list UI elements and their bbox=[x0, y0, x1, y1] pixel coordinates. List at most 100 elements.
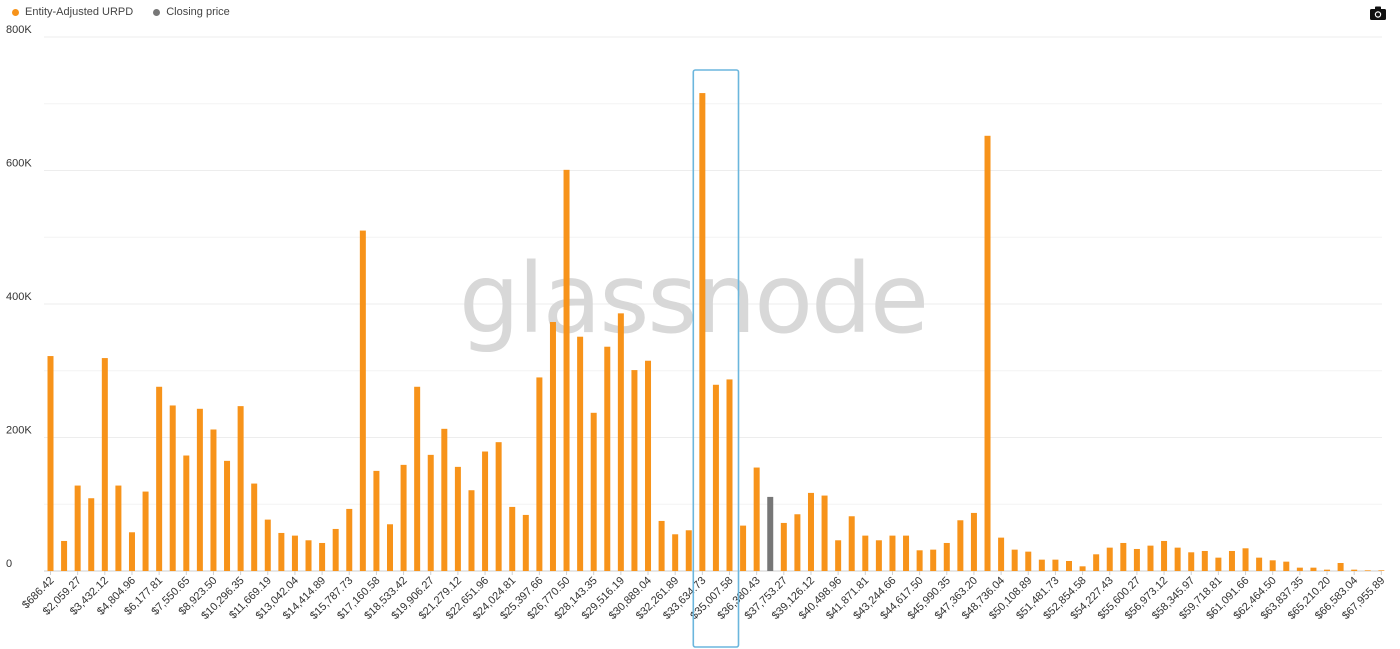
bar-urpd[interactable] bbox=[1161, 540, 1168, 571]
bar-urpd[interactable] bbox=[1079, 566, 1086, 571]
bar-urpd[interactable] bbox=[237, 406, 244, 571]
bar-urpd[interactable] bbox=[156, 386, 163, 571]
bar-urpd[interactable] bbox=[1283, 561, 1290, 571]
bar-urpd[interactable] bbox=[346, 508, 353, 571]
bar-urpd[interactable] bbox=[685, 530, 692, 571]
bar-urpd[interactable] bbox=[210, 429, 217, 571]
bar-urpd[interactable] bbox=[291, 535, 298, 571]
bar-urpd[interactable] bbox=[740, 525, 747, 571]
bar-urpd[interactable] bbox=[264, 519, 271, 571]
bar-urpd[interactable] bbox=[984, 135, 991, 572]
legend-item-urpd[interactable]: Entity-Adjusted URPD bbox=[12, 6, 133, 18]
bar-urpd[interactable] bbox=[631, 370, 638, 571]
bar-urpd[interactable] bbox=[1052, 559, 1059, 571]
bar-urpd[interactable] bbox=[1242, 548, 1249, 571]
bar-urpd[interactable] bbox=[658, 520, 665, 571]
bar-urpd[interactable] bbox=[115, 485, 122, 571]
bar-urpd[interactable] bbox=[712, 384, 719, 571]
bar-urpd[interactable] bbox=[142, 491, 149, 571]
bar-urpd[interactable] bbox=[400, 464, 407, 571]
bar-urpd[interactable] bbox=[1147, 545, 1154, 571]
bar-urpd[interactable] bbox=[47, 356, 54, 571]
bar-urpd[interactable] bbox=[549, 322, 556, 571]
bar-urpd[interactable] bbox=[454, 466, 461, 571]
bar-urpd[interactable] bbox=[332, 528, 339, 571]
bar-urpd[interactable] bbox=[1256, 557, 1263, 571]
bar-urpd[interactable] bbox=[970, 512, 977, 571]
bar-urpd[interactable] bbox=[196, 408, 203, 571]
bar-urpd[interactable] bbox=[916, 550, 923, 571]
bar-urpd[interactable] bbox=[101, 358, 108, 571]
bar-closing-price[interactable] bbox=[767, 496, 774, 571]
bar-urpd[interactable] bbox=[753, 467, 760, 571]
bar-urpd[interactable] bbox=[1337, 562, 1344, 571]
bar-urpd[interactable] bbox=[1120, 542, 1127, 571]
bar-urpd[interactable] bbox=[943, 542, 950, 571]
bar-urpd[interactable] bbox=[1133, 548, 1140, 571]
bar-urpd[interactable] bbox=[251, 483, 258, 571]
bar-urpd[interactable] bbox=[414, 386, 421, 571]
bar-urpd[interactable] bbox=[387, 524, 393, 571]
bar-urpd[interactable] bbox=[1106, 547, 1113, 571]
bar-urpd[interactable] bbox=[563, 169, 570, 571]
bar-urpd[interactable] bbox=[359, 230, 366, 571]
bar-urpd[interactable] bbox=[590, 412, 597, 571]
bar-urpd[interactable] bbox=[1310, 567, 1317, 571]
bar-urpd[interactable] bbox=[427, 454, 434, 571]
bar-urpd[interactable] bbox=[441, 428, 448, 571]
bar-urpd[interactable] bbox=[224, 460, 231, 571]
bar-urpd[interactable] bbox=[278, 532, 285, 571]
bar-urpd[interactable] bbox=[305, 540, 312, 571]
camera-icon[interactable] bbox=[1370, 6, 1386, 20]
bar-urpd[interactable] bbox=[61, 540, 68, 571]
bar-urpd[interactable] bbox=[509, 506, 516, 571]
bar-urpd[interactable] bbox=[726, 379, 733, 571]
bar-urpd[interactable] bbox=[699, 93, 706, 571]
bar-urpd[interactable] bbox=[1364, 570, 1371, 571]
bar-urpd[interactable] bbox=[74, 485, 81, 571]
bar-urpd[interactable] bbox=[1228, 550, 1235, 571]
bar-urpd[interactable] bbox=[604, 346, 611, 571]
bar-urpd[interactable] bbox=[957, 520, 964, 571]
bar-urpd[interactable] bbox=[468, 490, 475, 571]
bar-urpd[interactable] bbox=[373, 470, 380, 572]
bar-urpd[interactable] bbox=[495, 442, 502, 571]
bar-urpd[interactable] bbox=[1188, 552, 1195, 571]
bar-urpd[interactable] bbox=[1201, 550, 1208, 571]
bar-urpd[interactable] bbox=[1011, 549, 1018, 571]
bar-urpd[interactable] bbox=[794, 514, 801, 571]
bar-urpd[interactable] bbox=[862, 535, 869, 571]
bar-urpd[interactable] bbox=[645, 360, 652, 571]
bar-urpd[interactable] bbox=[1215, 557, 1222, 571]
legend-item-closing-price[interactable]: Closing price bbox=[153, 6, 230, 18]
bar-urpd[interactable] bbox=[128, 532, 135, 571]
bar-urpd[interactable] bbox=[930, 549, 937, 571]
bar-urpd[interactable] bbox=[1093, 554, 1100, 571]
bar-urpd[interactable] bbox=[1296, 567, 1303, 571]
bar-urpd[interactable] bbox=[1269, 560, 1276, 571]
bar-urpd[interactable] bbox=[672, 534, 679, 571]
bar-urpd[interactable] bbox=[522, 514, 529, 571]
bar-urpd[interactable] bbox=[848, 516, 855, 571]
bar-urpd[interactable] bbox=[1324, 569, 1331, 571]
bar-urpd[interactable] bbox=[780, 522, 787, 571]
bar-urpd[interactable] bbox=[1025, 551, 1032, 571]
bar-urpd[interactable] bbox=[169, 405, 176, 571]
bar-urpd[interactable] bbox=[1378, 570, 1385, 571]
bar-urpd[interactable] bbox=[183, 455, 190, 571]
bar-urpd[interactable] bbox=[577, 336, 584, 571]
bar-urpd[interactable] bbox=[807, 492, 814, 571]
bar-urpd[interactable] bbox=[617, 313, 624, 571]
bar-urpd[interactable] bbox=[1174, 547, 1181, 571]
bar-urpd[interactable] bbox=[88, 498, 95, 571]
bar-urpd[interactable] bbox=[835, 540, 842, 571]
bar-urpd[interactable] bbox=[1066, 560, 1072, 571]
bar-urpd[interactable] bbox=[889, 535, 896, 571]
bar-urpd[interactable] bbox=[875, 540, 882, 571]
bar-urpd[interactable] bbox=[536, 377, 543, 571]
bar-urpd[interactable] bbox=[319, 542, 326, 571]
bar-urpd[interactable] bbox=[821, 495, 828, 571]
bar-urpd[interactable] bbox=[998, 537, 1005, 572]
bar-urpd[interactable] bbox=[1351, 569, 1358, 571]
bar-urpd[interactable] bbox=[1038, 559, 1045, 571]
